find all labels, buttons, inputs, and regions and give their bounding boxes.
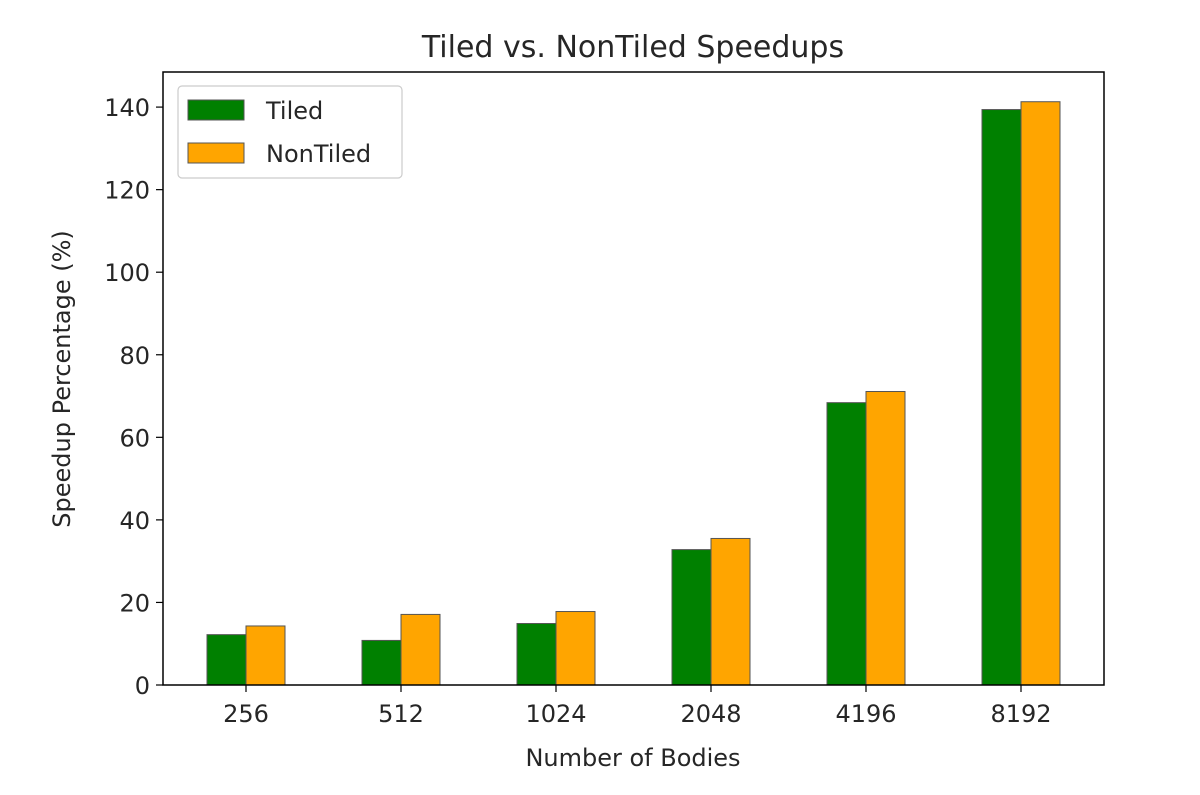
x-axis-label: Number of Bodies (525, 744, 740, 772)
y-tick-label: 80 (119, 342, 150, 370)
y-tick-label: 20 (119, 589, 150, 617)
legend-label-tiled: Tiled (265, 97, 323, 125)
x-tick-label: 512 (378, 700, 424, 728)
chart-title: Tiled vs. NonTiled Speedups (421, 30, 844, 65)
bar-tiled-512 (361, 639, 402, 686)
bar-nontiled-2048 (710, 537, 751, 686)
x-tick-label: 1024 (525, 700, 586, 728)
y-tick-label: 40 (119, 507, 150, 535)
x-axis-ticks: 256 512 1024 2048 4196 8192 (223, 685, 1052, 728)
y-tick-label: 100 (104, 259, 150, 287)
y-tick-label: 120 (104, 177, 150, 205)
bar-nontiled-8192 (1020, 101, 1061, 686)
x-tick-label: 4196 (835, 700, 896, 728)
legend-swatch-tiled (187, 99, 245, 121)
bar-tiled-8192 (981, 109, 1022, 686)
x-tick-label: 8192 (990, 700, 1051, 728)
y-tick-label: 60 (119, 424, 150, 452)
legend-swatch-nontiled (187, 142, 245, 164)
bar-nontiled-4196 (865, 391, 906, 686)
bar-tiled-256 (206, 634, 247, 686)
bar-tiled-1024 (516, 622, 557, 686)
y-axis-ticks: 0 20 40 60 80 100 120 140 (104, 94, 163, 700)
legend: Tiled NonTiled (177, 85, 403, 179)
bar-tiled-2048 (671, 549, 712, 686)
x-tick-label: 2048 (680, 700, 741, 728)
x-tick-label: 256 (223, 700, 269, 728)
bars-group (206, 101, 1061, 686)
plot-frame (162, 71, 1105, 686)
y-tick-label: 0 (135, 672, 150, 700)
legend-label-nontiled: NonTiled (266, 140, 371, 168)
bar-nontiled-256 (245, 625, 286, 686)
bar-nontiled-1024 (555, 611, 596, 686)
y-tick-label: 140 (104, 94, 150, 122)
bar-nontiled-512 (400, 613, 441, 686)
y-axis-label: Speedup Percentage (%) (48, 230, 76, 527)
bar-tiled-4196 (826, 402, 867, 686)
